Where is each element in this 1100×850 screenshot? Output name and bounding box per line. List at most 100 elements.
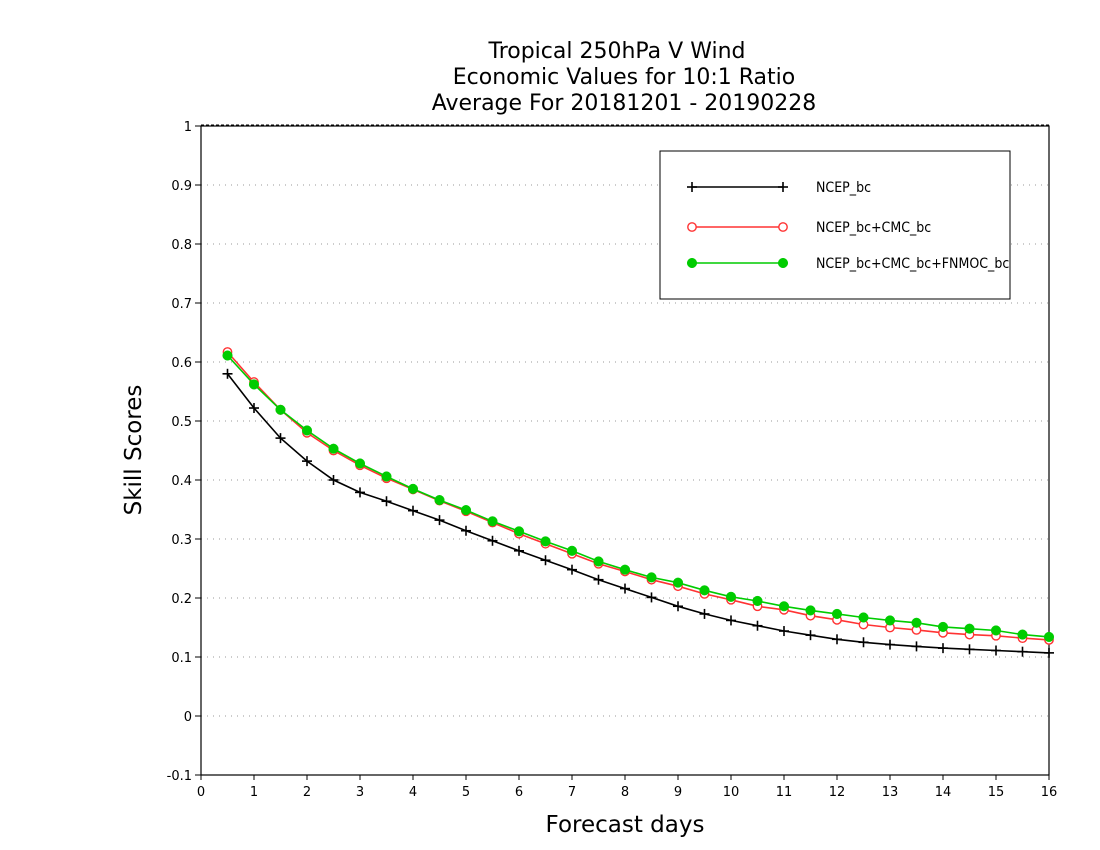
x-tick-label: 0 bbox=[197, 785, 205, 800]
data-point bbox=[487, 516, 498, 527]
data-point bbox=[354, 458, 366, 469]
data-point bbox=[593, 574, 604, 585]
data-point bbox=[328, 443, 339, 454]
y-tick-label: 0.4 bbox=[171, 474, 192, 489]
legend-box bbox=[659, 150, 1011, 300]
data-point bbox=[673, 601, 683, 612]
legend-label: NCEP_bc+CMC_bc bbox=[816, 220, 931, 236]
data-point bbox=[858, 612, 869, 623]
y-tick-label: 0 bbox=[184, 710, 192, 725]
legend-marker bbox=[778, 182, 788, 192]
x-axis-label: Forecast days bbox=[546, 812, 705, 838]
legend-marker bbox=[687, 182, 697, 192]
data-point bbox=[593, 556, 604, 567]
series-line bbox=[226, 373, 1050, 654]
data-point bbox=[964, 623, 975, 634]
legend-marker bbox=[687, 222, 697, 232]
data-point bbox=[460, 505, 472, 516]
data-point bbox=[328, 475, 339, 485]
legend-label: NCEP_bc bbox=[816, 180, 871, 196]
data-point bbox=[566, 545, 578, 556]
data-point bbox=[222, 350, 233, 361]
data-point bbox=[991, 645, 1001, 656]
data-point bbox=[779, 626, 789, 637]
data-point bbox=[540, 536, 551, 547]
y-tick-label: 0.1 bbox=[171, 651, 192, 666]
data-point bbox=[619, 564, 631, 575]
series-2 bbox=[222, 350, 1055, 642]
data-point bbox=[885, 639, 895, 650]
data-point bbox=[222, 368, 233, 379]
data-point bbox=[1044, 647, 1054, 658]
data-point bbox=[514, 545, 524, 556]
series-layer bbox=[222, 347, 1055, 658]
data-point bbox=[805, 630, 816, 641]
y-tick-label: 0.2 bbox=[171, 592, 192, 607]
legend-entry: NCEP_bc+CMC_bc+FNMOC_bc bbox=[686, 256, 1009, 272]
x-tick-label: 15 bbox=[988, 785, 1005, 800]
data-point bbox=[249, 403, 259, 414]
y-axis-label: Skill Scores bbox=[121, 385, 147, 516]
legend-entries: NCEP_bc NCEP_bc+CMC_bc NCEP_bc+CMC_bc+FNMO… bbox=[686, 180, 1009, 272]
data-point bbox=[937, 621, 949, 632]
data-point bbox=[1043, 631, 1055, 642]
data-point bbox=[858, 637, 869, 648]
x-tick-label: 14 bbox=[935, 785, 952, 800]
y-tick-label: 0.7 bbox=[171, 297, 192, 312]
data-point bbox=[911, 617, 922, 628]
x-tick-label: 9 bbox=[674, 785, 682, 800]
data-point bbox=[778, 601, 790, 612]
x-axis: 0 1 2 3 4 5 6 7 8 9 10 11 12 13 14 15 16 bbox=[197, 775, 1057, 800]
legend: NCEP_bc NCEP_bc+CMC_bc NCEP_bc+CMC_bc+FNMO… bbox=[659, 150, 1011, 300]
x-tick-label: 6 bbox=[515, 785, 523, 800]
series-line bbox=[226, 354, 1050, 638]
x-tick-label: 4 bbox=[409, 785, 417, 800]
legend-marker bbox=[778, 222, 788, 232]
data-point bbox=[699, 585, 710, 596]
data-point bbox=[646, 592, 657, 603]
x-tick-label: 5 bbox=[462, 785, 470, 800]
data-point bbox=[540, 555, 551, 566]
chart-title-line-3: Average For 20181201 - 20190228 bbox=[432, 91, 817, 116]
data-point bbox=[725, 591, 737, 602]
x-tick-label: 10 bbox=[723, 785, 740, 800]
series-0 bbox=[222, 368, 1054, 658]
data-point bbox=[381, 471, 392, 482]
data-point bbox=[672, 577, 684, 588]
data-point bbox=[434, 495, 445, 506]
chart-title: Tropical 250hPa V Wind Economic Values f… bbox=[432, 39, 817, 116]
data-point bbox=[248, 379, 260, 390]
data-point bbox=[646, 572, 657, 583]
legend-marker bbox=[686, 257, 698, 269]
data-point bbox=[831, 608, 843, 619]
y-tick-label: 0.9 bbox=[171, 179, 192, 194]
series-line bbox=[226, 351, 1050, 641]
data-point bbox=[407, 483, 419, 494]
x-tick-label: 13 bbox=[882, 785, 899, 800]
data-point bbox=[884, 615, 896, 626]
y-tick-label: -0.1 bbox=[167, 769, 192, 784]
legend-marker bbox=[777, 257, 789, 269]
legend-entry: NCEP_bc bbox=[687, 180, 871, 196]
x-tick-label: 11 bbox=[776, 785, 793, 800]
data-point bbox=[752, 595, 763, 607]
x-tick-label: 12 bbox=[829, 785, 846, 800]
data-point bbox=[964, 644, 975, 655]
data-point bbox=[434, 515, 445, 526]
data-point bbox=[911, 641, 922, 652]
legend-entry: NCEP_bc+CMC_bc bbox=[687, 220, 931, 236]
data-point bbox=[805, 605, 816, 616]
data-point bbox=[726, 615, 736, 626]
y-tick-label: 0.3 bbox=[171, 533, 192, 548]
x-tick-label: 16 bbox=[1041, 785, 1058, 800]
data-point bbox=[620, 583, 630, 594]
chart-title-line-2: Economic Values for 10:1 Ratio bbox=[453, 65, 795, 90]
data-point bbox=[699, 608, 710, 619]
series-1 bbox=[222, 347, 1054, 645]
x-tick-label: 3 bbox=[356, 785, 364, 800]
chart-title-line-1: Tropical 250hPa V Wind bbox=[487, 39, 745, 64]
data-point bbox=[990, 625, 1002, 636]
legend-label: NCEP_bc+CMC_bc+FNMOC_bc bbox=[816, 256, 1009, 272]
y-tick-label: 0.5 bbox=[171, 415, 192, 430]
